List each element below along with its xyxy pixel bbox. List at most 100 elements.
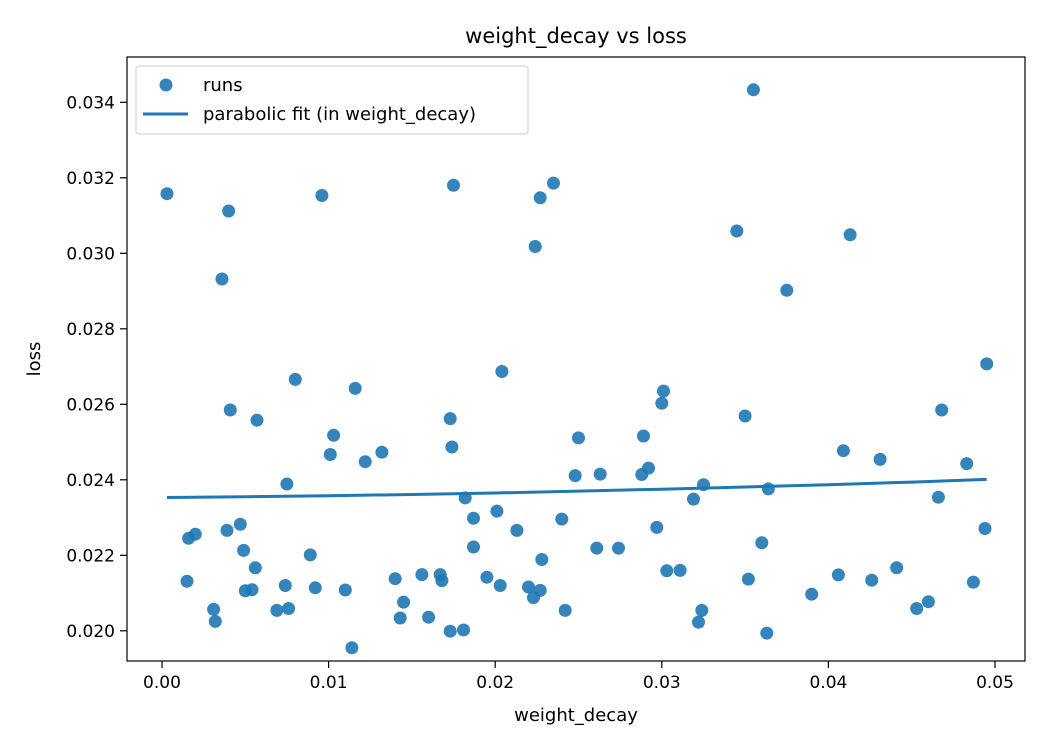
- scatter-point-25: [327, 428, 341, 442]
- y-tick-label-3: 0.026: [66, 395, 115, 415]
- scatter-point-0: [160, 187, 174, 201]
- scatter-point-70: [657, 384, 670, 398]
- scatter-point-37: [435, 574, 449, 588]
- y-tick-label-7: 0.034: [66, 93, 115, 113]
- scatter-point-39: [443, 412, 457, 426]
- scatter-point-95: [935, 403, 949, 417]
- scatter-point-33: [397, 595, 411, 609]
- scatter-point-14: [248, 561, 262, 575]
- scatter-point-30: [375, 445, 389, 459]
- scatter-point-4: [207, 602, 221, 616]
- scatter-point-9: [223, 403, 237, 417]
- x-tick-label-1: 0.01: [310, 673, 348, 693]
- scatter-point-24: [323, 448, 337, 461]
- scatter-point-45: [467, 540, 480, 554]
- scatter-point-31: [388, 572, 402, 586]
- x-axis: 0.00 0.01 0.02 0.03 0.04 0.05: [143, 661, 1014, 693]
- scatter-point-92: [910, 602, 924, 615]
- scatter-point-83: [761, 482, 775, 496]
- scatter-point-77: [730, 224, 744, 238]
- y-axis-label: loss: [24, 342, 45, 377]
- scatter-point-71: [660, 564, 674, 578]
- scatter-point-82: [760, 626, 774, 640]
- legend: runs parabolic fit (in weight_decay): [135, 65, 529, 135]
- scatter-point-99: [980, 357, 994, 371]
- scatter-point-50: [510, 523, 524, 537]
- scatter-point-59: [558, 603, 572, 617]
- y-tick-label-6: 0.032: [66, 169, 115, 189]
- scatter-point-68: [650, 520, 664, 534]
- scatter-point-87: [836, 444, 850, 458]
- scatter-point-21: [303, 548, 317, 562]
- scatter-point-16: [270, 603, 284, 617]
- scatter-point-13: [245, 583, 259, 597]
- scatter-point-26: [338, 583, 352, 597]
- scatter-point-18: [280, 477, 294, 491]
- scatter-point-22: [308, 581, 322, 595]
- scatter-point-89: [865, 573, 879, 587]
- x-tick-label-4: 0.04: [809, 673, 847, 693]
- scatter-point-58: [555, 512, 569, 526]
- scatter-point-96: [960, 457, 974, 471]
- scatter-point-48: [493, 579, 507, 592]
- scatter-point-98: [978, 522, 992, 535]
- scatter-point-78: [738, 409, 752, 423]
- scatter-point-47: [490, 504, 504, 518]
- scatter-point-6: [215, 272, 229, 286]
- scatter-point-61: [572, 431, 585, 445]
- scatter-point-69: [655, 396, 669, 410]
- scatter-point-64: [612, 541, 625, 555]
- scatter-point-93: [921, 595, 935, 609]
- scatter-point-75: [695, 603, 709, 617]
- scatter-point-20: [288, 372, 302, 386]
- y-tick-label-4: 0.028: [66, 320, 115, 340]
- scatter-point-60: [568, 469, 582, 483]
- x-tick-label-0: 0.00: [143, 673, 181, 693]
- plot-marks: [160, 83, 994, 655]
- scatter-point-23: [315, 189, 329, 202]
- scatter-point-32: [393, 611, 407, 625]
- scatter-point-80: [746, 83, 760, 97]
- x-tick-label-2: 0.02: [476, 673, 514, 693]
- scatter-point-5: [208, 614, 222, 628]
- x-tick-label-3: 0.03: [643, 673, 681, 693]
- scatter-point-84: [780, 283, 794, 297]
- scatter-point-86: [831, 568, 845, 582]
- legend-box: [135, 65, 529, 135]
- scatter-point-53: [528, 240, 542, 253]
- scatter-point-54: [533, 191, 547, 205]
- scatter-point-10: [233, 517, 247, 531]
- y-tick-label-2: 0.024: [66, 471, 115, 491]
- scatter-point-34: [415, 568, 429, 582]
- legend-label-runs: runs: [203, 75, 243, 96]
- scatter-point-81: [755, 536, 769, 550]
- scatter-point-91: [890, 561, 904, 575]
- legend-marker-runs: [159, 78, 173, 92]
- scatter-point-38: [443, 624, 457, 638]
- scatter-point-72: [673, 563, 687, 577]
- fit-layer: [166, 477, 987, 499]
- scatter-point-57: [547, 176, 560, 190]
- scatter-point-29: [358, 455, 372, 469]
- scatter-point-3: [188, 527, 202, 541]
- scatter-point-15: [250, 413, 264, 427]
- y-tick-label-0: 0.020: [66, 622, 115, 642]
- y-axis: 0.020 0.022 0.024 0.026 0.028 0.030 0.032 0.034: [66, 93, 127, 642]
- x-tick-label-5: 0.05: [976, 673, 1014, 693]
- chart-title: weight_decay vs loss: [465, 24, 687, 49]
- scatter-point-19: [282, 602, 296, 615]
- scatter-point-35: [422, 610, 436, 624]
- scatter-point-42: [457, 623, 470, 637]
- scatter-point-79: [741, 572, 755, 586]
- legend-label-fit: parabolic fit (in weight_decay): [203, 104, 476, 125]
- scatter-point-56: [535, 553, 549, 566]
- scatter-point-40: [445, 440, 459, 454]
- y-tick-label-1: 0.022: [66, 546, 115, 566]
- scatter-point-90: [873, 452, 887, 466]
- scatter-point-51: [522, 580, 535, 594]
- scatter-point-67: [642, 461, 655, 475]
- scatter-point-94: [931, 490, 945, 504]
- scatter-point-46: [480, 570, 494, 584]
- scatter-point-8: [222, 204, 236, 218]
